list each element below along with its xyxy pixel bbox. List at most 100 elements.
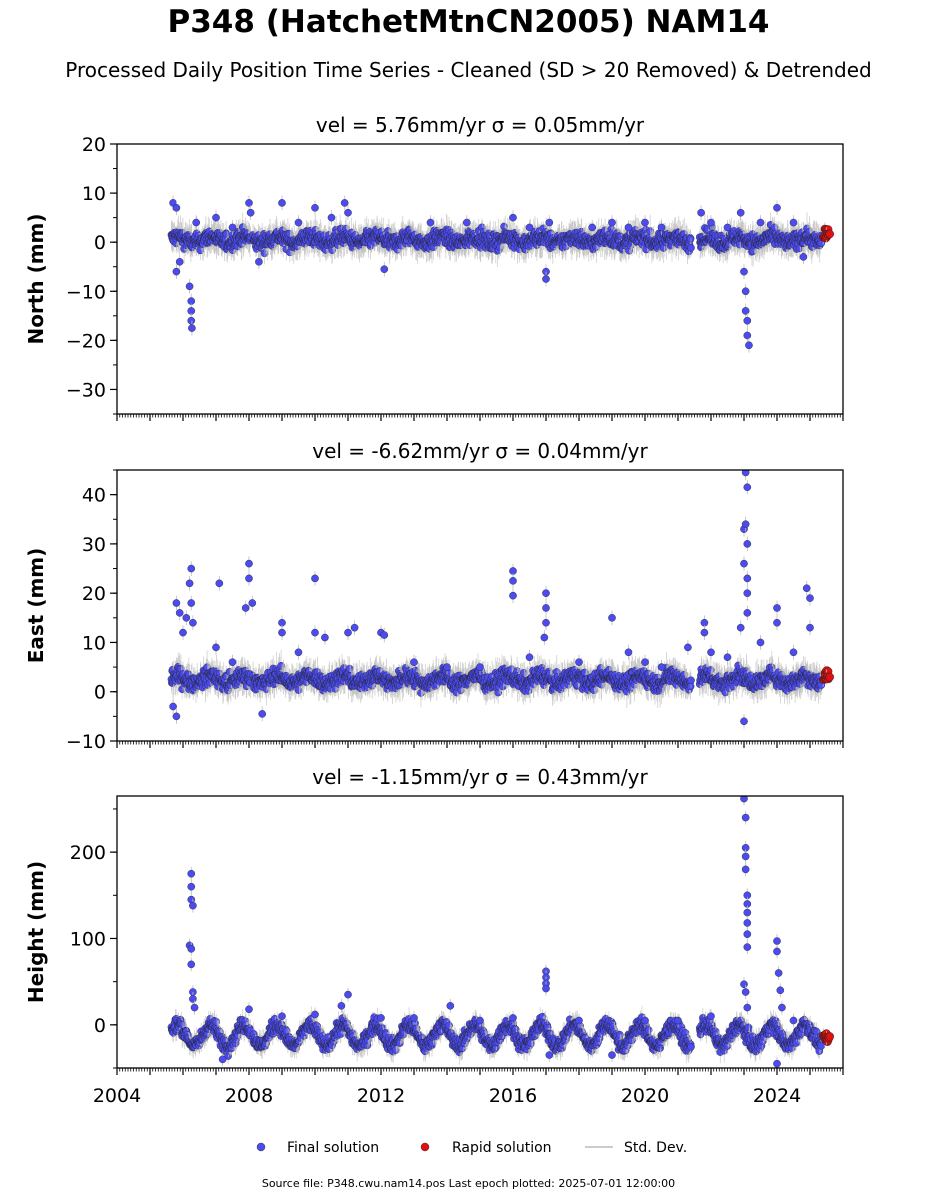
final-point bbox=[187, 960, 196, 969]
y-tick-label: 0 bbox=[94, 1015, 106, 1037]
y-axis-label: North (mm) bbox=[24, 213, 48, 344]
daily-solution-cloud bbox=[167, 649, 826, 708]
axes-frame bbox=[116, 469, 844, 742]
legend-label: Final solution bbox=[287, 1140, 379, 1156]
final-point bbox=[509, 213, 517, 222]
panel-east: 40 30 20 10 0 −10 vel = -6.62mm/yr σ = 0.04mm/… bbox=[24, 439, 844, 753]
final-point bbox=[789, 218, 798, 227]
panel-height: 200 100 0 2004 2008 2012 2016 2020 2024 vel = -1.… bbox=[24, 765, 844, 1107]
y-tick-label: 20 bbox=[82, 134, 106, 156]
final-point bbox=[743, 943, 752, 951]
final-point bbox=[241, 604, 250, 612]
final-point bbox=[321, 633, 329, 642]
axes-frame bbox=[116, 143, 844, 415]
final-point bbox=[215, 579, 224, 588]
final-point bbox=[350, 623, 359, 632]
final-point bbox=[624, 648, 633, 657]
final-point bbox=[344, 208, 352, 217]
final-point bbox=[172, 204, 181, 212]
final-point bbox=[545, 1051, 554, 1059]
final-point bbox=[641, 658, 649, 666]
final-point bbox=[509, 1014, 517, 1022]
final-point bbox=[773, 1059, 781, 1068]
final-point bbox=[410, 658, 418, 666]
final-point bbox=[641, 218, 649, 227]
final-point bbox=[684, 643, 692, 652]
final-point bbox=[723, 223, 732, 232]
final-point bbox=[525, 223, 534, 232]
final-point bbox=[192, 218, 200, 227]
y-axis-label: East (mm) bbox=[24, 548, 48, 664]
final-point bbox=[426, 218, 435, 227]
final-point bbox=[187, 599, 196, 607]
final-point bbox=[743, 574, 752, 583]
final-point bbox=[575, 1016, 583, 1025]
final-point bbox=[380, 265, 389, 273]
final-point bbox=[187, 882, 196, 891]
legend-label: Std. Dev. bbox=[624, 1140, 687, 1156]
y-tick-label: 0 bbox=[94, 682, 106, 704]
final-point bbox=[743, 483, 752, 492]
final-point bbox=[773, 204, 781, 212]
final-point bbox=[736, 623, 745, 632]
final-point bbox=[707, 218, 715, 227]
panel-north: 20 10 0 −10 −20 −30 vel = 5.76mm/yr σ = 0.05mm… bbox=[24, 113, 844, 421]
final-point bbox=[741, 988, 750, 996]
final-point bbox=[736, 208, 745, 217]
y-tick-label: 200 bbox=[70, 842, 106, 864]
final-point bbox=[740, 717, 748, 726]
final-point bbox=[188, 324, 196, 332]
final-point bbox=[525, 653, 534, 662]
final-point bbox=[311, 204, 319, 212]
final-point bbox=[740, 559, 748, 568]
final-point bbox=[446, 1002, 455, 1010]
final-point bbox=[278, 1012, 286, 1020]
final-point bbox=[340, 199, 349, 207]
final-point bbox=[542, 275, 550, 283]
final-point bbox=[278, 199, 286, 207]
final-point bbox=[608, 614, 616, 622]
final-point bbox=[509, 577, 517, 585]
final-point bbox=[756, 218, 765, 227]
y-tick-label: 40 bbox=[82, 485, 106, 507]
final-point bbox=[641, 1016, 649, 1025]
final-point bbox=[189, 901, 197, 910]
final-point bbox=[258, 710, 267, 718]
final-point bbox=[741, 865, 750, 874]
final-point bbox=[278, 628, 286, 637]
final-point bbox=[741, 287, 750, 296]
final-point bbox=[172, 712, 181, 721]
final-point bbox=[774, 969, 783, 977]
final-point bbox=[700, 628, 709, 637]
final-point bbox=[311, 628, 319, 637]
final-point bbox=[743, 919, 752, 927]
final-point bbox=[443, 663, 451, 671]
final-point bbox=[212, 213, 220, 222]
plot-area bbox=[167, 470, 834, 729]
final-point bbox=[674, 1016, 682, 1025]
final-point bbox=[740, 267, 748, 276]
final-point bbox=[327, 213, 336, 222]
final-point bbox=[189, 618, 197, 627]
final-point bbox=[248, 599, 257, 607]
final-point bbox=[228, 658, 237, 666]
daily-solution-cloud bbox=[167, 1005, 826, 1065]
final-point bbox=[789, 1016, 798, 1025]
rapid-solution-series bbox=[819, 664, 834, 687]
final-point bbox=[741, 813, 750, 822]
final-point bbox=[773, 618, 781, 627]
final-point bbox=[624, 223, 633, 232]
plot-area bbox=[167, 195, 834, 353]
x-tick-label: 2016 bbox=[489, 1085, 537, 1107]
rapid-point bbox=[825, 229, 834, 239]
final-point bbox=[255, 258, 263, 266]
final-point bbox=[707, 648, 715, 657]
final-point bbox=[172, 267, 181, 276]
final-point bbox=[657, 663, 666, 671]
final-point bbox=[509, 591, 517, 600]
final-solution-series bbox=[185, 796, 798, 1068]
final-point bbox=[172, 599, 181, 607]
final-point bbox=[540, 633, 549, 642]
y-tick-label: 20 bbox=[82, 583, 106, 605]
